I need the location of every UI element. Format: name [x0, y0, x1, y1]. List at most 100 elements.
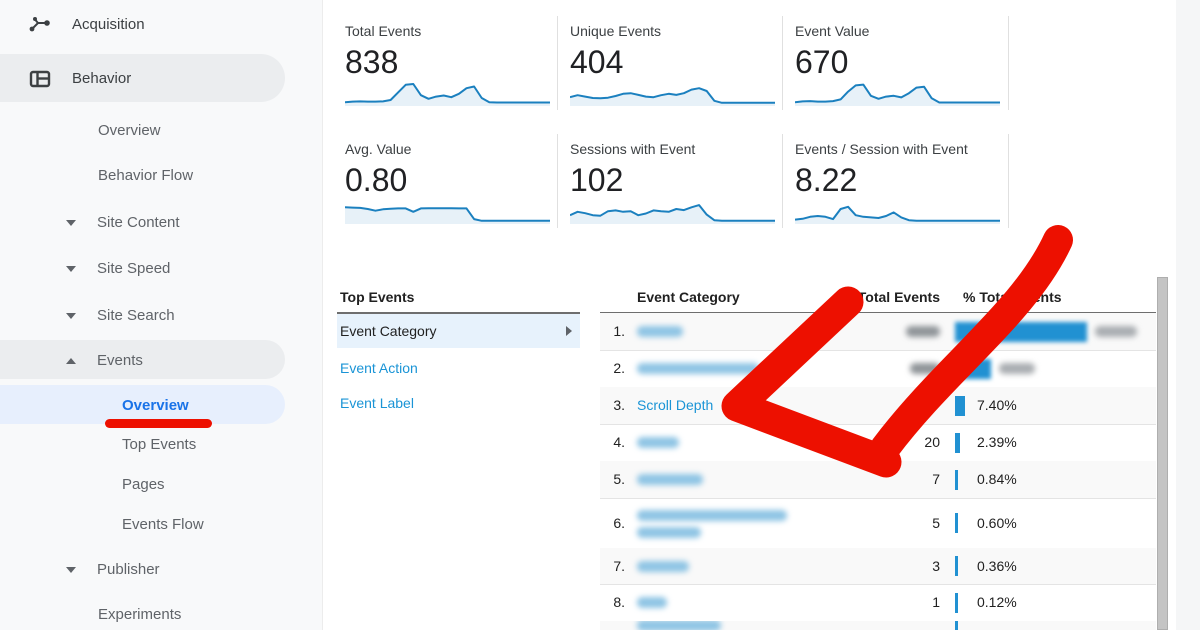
vertical-scrollbar-thumb[interactable] — [1157, 277, 1168, 630]
event-category-link[interactable]: Scroll Depth — [637, 397, 714, 413]
metric-value: 404 — [570, 44, 624, 80]
row-number: 7. — [613, 558, 625, 574]
table-row: 6. 5 0.60% — [600, 498, 1156, 549]
selector-option-event-label[interactable]: Event Label — [337, 393, 580, 413]
table-row: 2. — [600, 350, 1156, 388]
metric-title: Unique Events — [570, 23, 662, 39]
chevron-down-icon — [66, 567, 76, 573]
sidebar-item-pages[interactable]: Pages — [122, 476, 165, 493]
sidebar-item-site-search[interactable]: Site Search — [97, 307, 175, 324]
chevron-right-icon — [566, 326, 572, 336]
sidebar-item-behavior-flow[interactable]: Behavior Flow — [98, 167, 194, 184]
metric-title: Sessions with Event — [570, 141, 696, 157]
card-divider — [557, 16, 558, 110]
chevron-down-icon — [66, 313, 76, 319]
pct-total-value: 2.39% — [977, 434, 1017, 450]
sidebar-active-pill — [0, 340, 285, 379]
metric-value: 838 — [345, 44, 399, 80]
sidebar-item-overview[interactable]: Overview — [98, 122, 161, 139]
sidebar-item-behavior[interactable]: Behavior — [72, 70, 132, 87]
sidebar-item-experiments[interactable]: Experiments — [98, 606, 182, 623]
pct-total-value: 0.36% — [977, 558, 1017, 574]
sidebar-item-events-flow[interactable]: Events Flow — [122, 516, 204, 533]
redacted-event-name — [637, 597, 667, 608]
sidebar-item-acquisition[interactable]: Acquisition — [72, 16, 145, 33]
pct-total-bar — [955, 593, 958, 613]
total-events-value: 7 — [932, 471, 940, 487]
metric-title: Total Events — [345, 23, 422, 39]
redacted-event-name — [637, 527, 701, 538]
selector-option-event-action[interactable]: Event Action — [337, 358, 580, 378]
total-events-value: 3 — [932, 558, 940, 574]
table-row: 5. 7 0.84% — [600, 461, 1156, 499]
right-edge-strip — [1176, 0, 1200, 630]
pct-total-value: 7.40% — [977, 397, 1017, 413]
sparkline-chart — [345, 206, 550, 224]
col-header-total-events[interactable]: Total Events — [857, 289, 940, 305]
row-number: 6. — [613, 515, 625, 531]
selector-option-event-category[interactable]: Event Category — [337, 314, 580, 348]
sparkline-chart — [345, 83, 550, 106]
sparkline-chart — [570, 204, 775, 224]
table-row: 3. Scroll Depth 7.40% — [600, 387, 1156, 425]
top-events-title: Top Events — [340, 289, 415, 305]
card-divider — [557, 134, 558, 228]
pct-total-value: 0.84% — [977, 471, 1017, 487]
redacted-event-name — [637, 363, 759, 374]
sidebar-active-pill — [0, 385, 285, 424]
card-divider — [1008, 16, 1009, 110]
metric-title: Event Value — [795, 23, 870, 39]
behavior-icon — [28, 68, 52, 95]
pct-total-bar — [955, 621, 958, 630]
pct-total-bar — [955, 433, 960, 453]
redacted-pct-total — [999, 363, 1035, 374]
sidebar-item-top-events[interactable]: Top Events — [122, 436, 197, 453]
selector-option-label: Event Action — [340, 360, 418, 376]
metric-title: Events / Session with Event — [795, 141, 968, 157]
row-number: 8. — [613, 594, 625, 610]
row-number: 2. — [613, 360, 625, 376]
sidebar-item-site-speed[interactable]: Site Speed — [97, 260, 171, 277]
col-header-pct-total-events[interactable]: % Total Events — [963, 289, 1062, 305]
sparkline-chart — [795, 205, 1000, 224]
redacted-event-name — [637, 510, 787, 521]
redacted-event-name — [637, 474, 703, 485]
redacted-event-name — [637, 437, 679, 448]
sparkline-chart — [795, 83, 1000, 106]
card-divider — [782, 134, 783, 228]
metric-value: 670 — [795, 44, 849, 80]
row-number: 1. — [613, 323, 625, 339]
col-header-event-category[interactable]: Event Category — [637, 289, 740, 305]
redacted-event-name — [637, 326, 683, 337]
selector-option-label: Event Category — [340, 323, 437, 339]
table-row: 8. 1 0.12% — [600, 584, 1156, 622]
chevron-down-icon — [66, 266, 76, 272]
pct-total-bar — [955, 556, 958, 576]
pct-total-bar — [955, 359, 991, 379]
table-row: 4. 20 2.39% — [600, 424, 1156, 462]
table-row — [600, 621, 1156, 630]
row-number: 5. — [613, 471, 625, 487]
total-events-value: 1 — [932, 594, 940, 610]
redacted-total-events — [910, 363, 940, 374]
redacted-event-name — [637, 561, 689, 572]
selector-underline — [337, 312, 580, 314]
sparkline-chart — [570, 87, 775, 106]
redacted-event-name — [637, 621, 721, 630]
total-events-value: 5 — [932, 515, 940, 531]
sidebar-item-publisher[interactable]: Publisher — [97, 561, 160, 578]
metric-value: 8.22 — [795, 162, 858, 198]
redacted-total-events — [906, 326, 940, 337]
sidebar-item-site-content[interactable]: Site Content — [97, 214, 180, 231]
table-row: 1. — [600, 313, 1156, 351]
row-number: 3. — [613, 397, 625, 413]
sidebar-item-overview[interactable]: Overview — [122, 397, 189, 414]
sidebar-nav: Acquisition Behavior Overview Behavior Flow… — [0, 0, 323, 630]
metric-title: Avg. Value — [345, 141, 412, 157]
selector-option-label: Event Label — [340, 395, 414, 411]
pct-total-value: 0.60% — [977, 515, 1017, 531]
total-events-value: 20 — [924, 434, 940, 450]
sidebar-item-events[interactable]: Events — [97, 352, 143, 369]
metric-value: 102 — [570, 162, 624, 198]
